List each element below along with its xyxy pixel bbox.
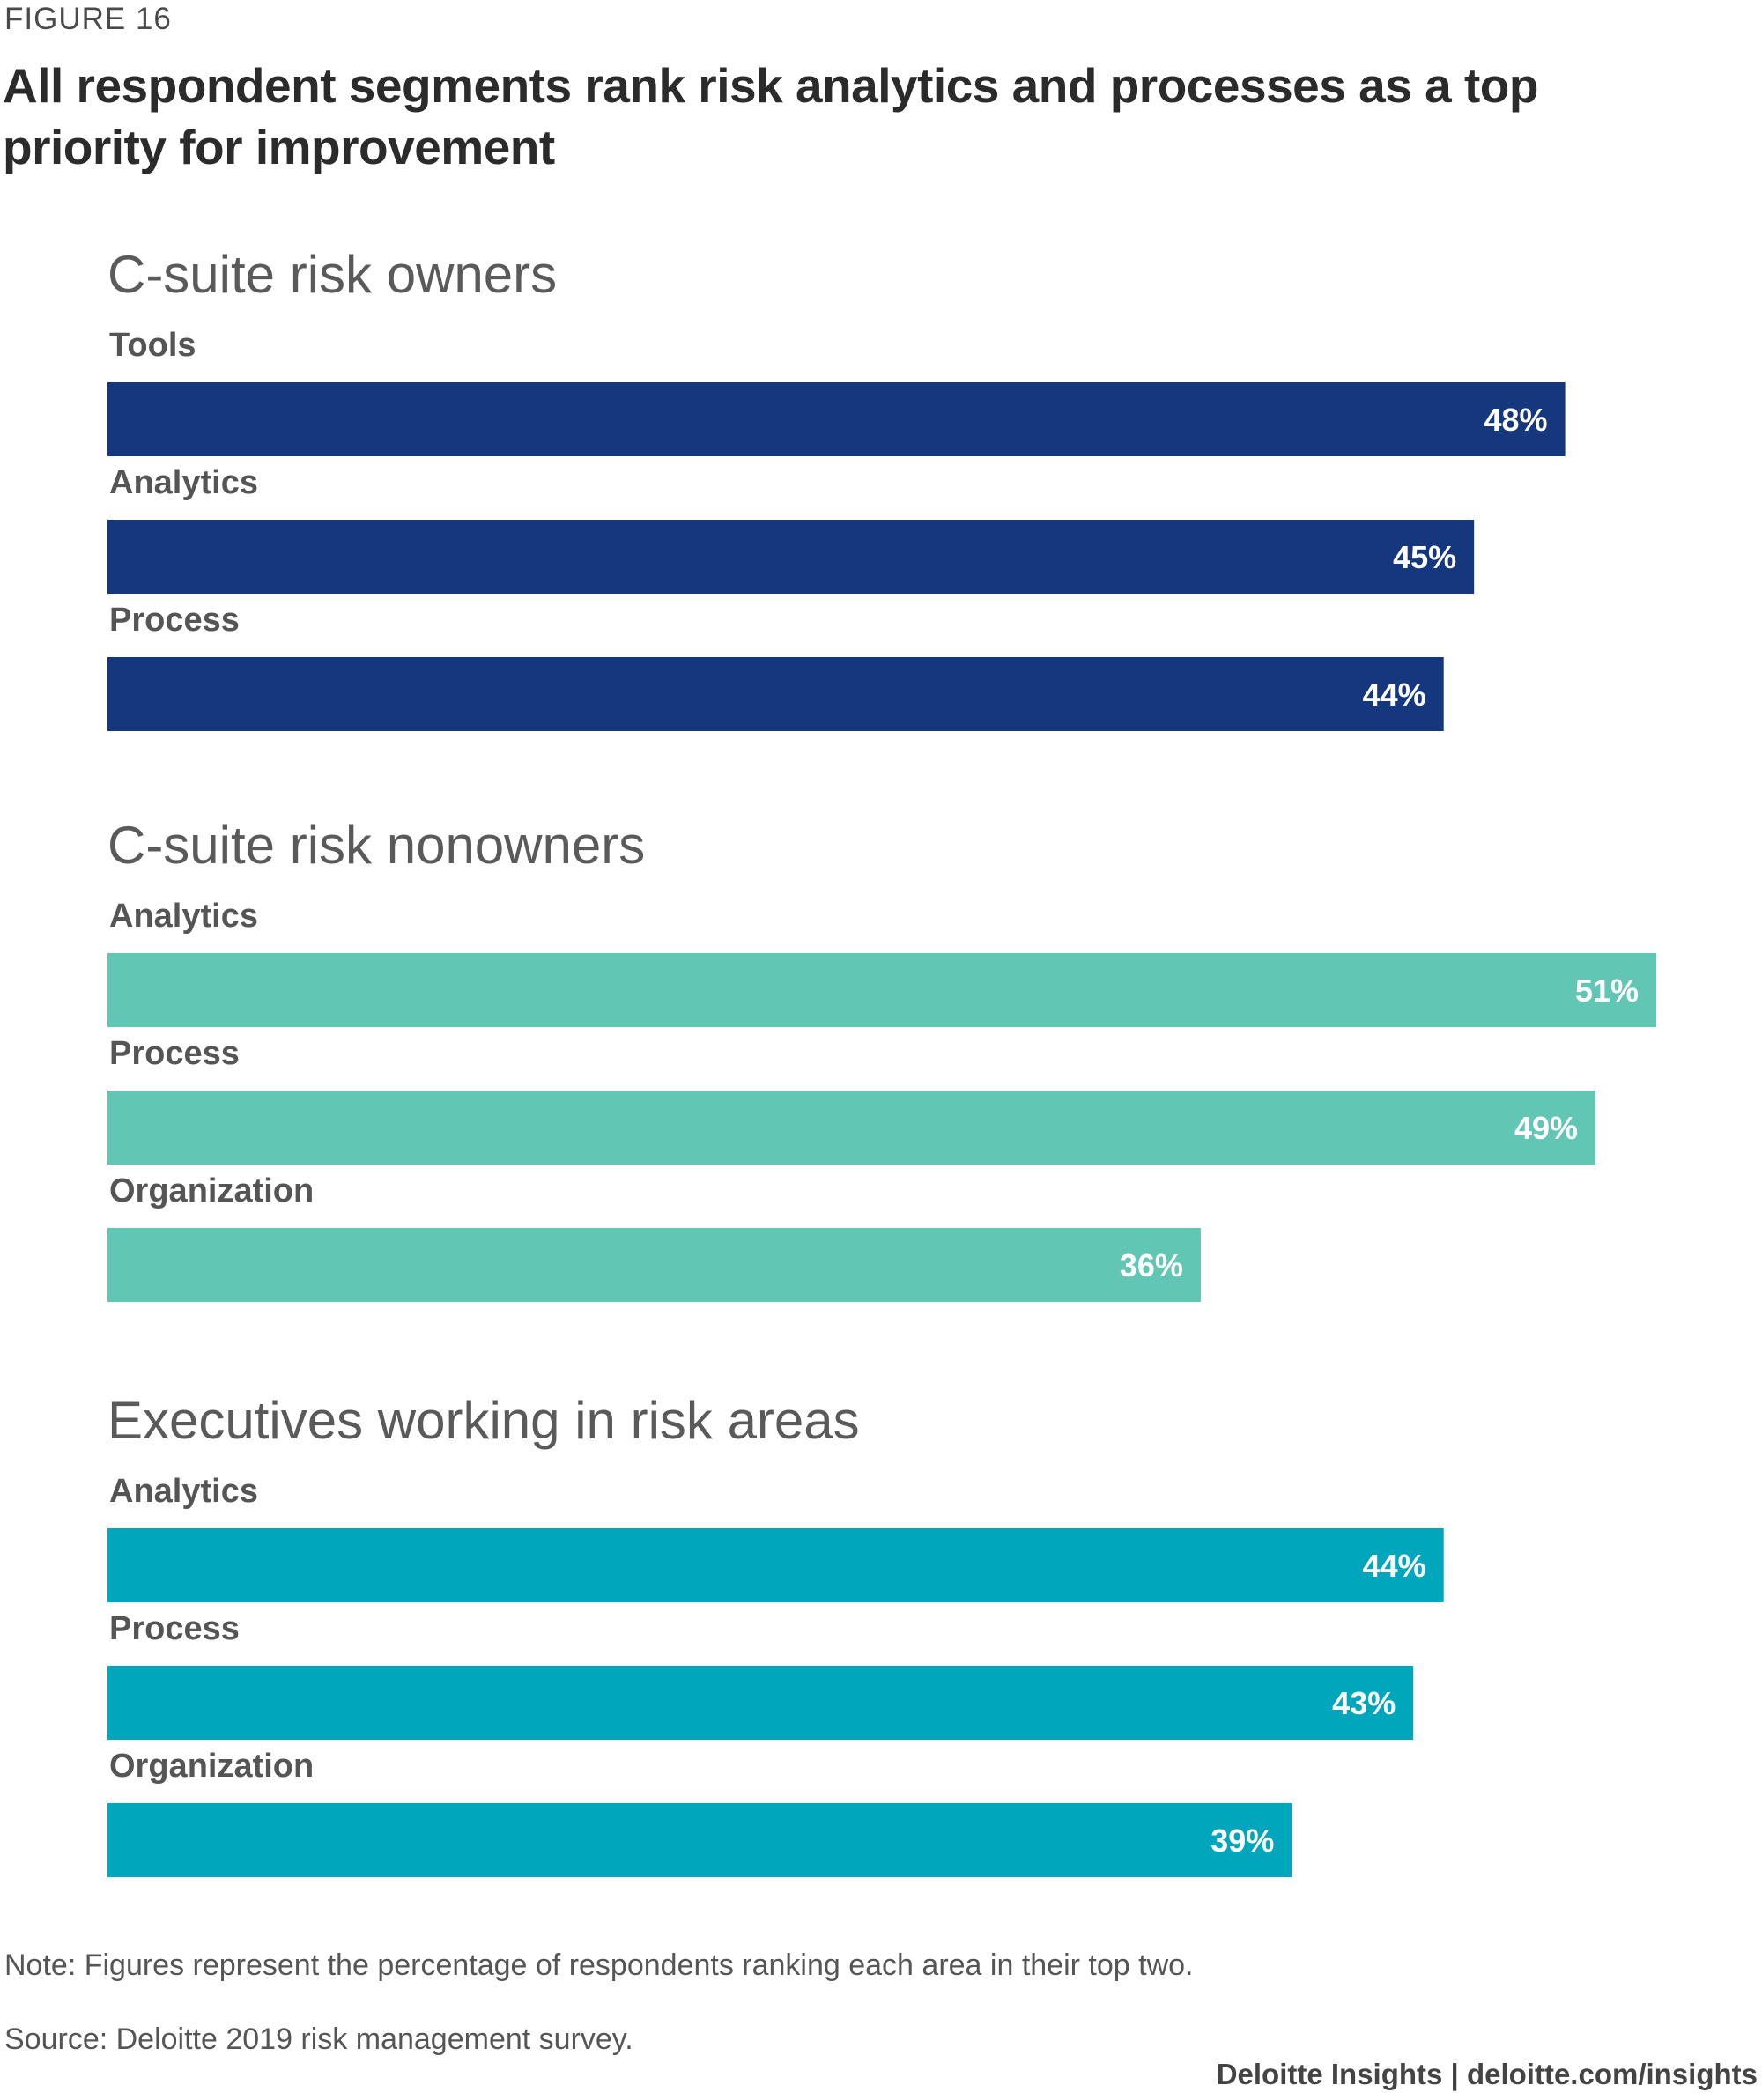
bar <box>107 520 1475 594</box>
bar-category-label: Process <box>109 1610 240 1647</box>
bar <box>107 1666 1414 1740</box>
bar-value-label: 36% <box>1120 1247 1183 1283</box>
bar-category-label: Analytics <box>109 464 258 501</box>
bar-category-label: Analytics <box>109 1473 258 1510</box>
bar-category-label: Process <box>109 1035 240 1072</box>
chart-source: Source: Deloitte 2019 risk management su… <box>4 2022 633 2056</box>
bar-category-label: Tools <box>109 327 196 364</box>
bar <box>107 657 1444 731</box>
bar-value-label: 45% <box>1393 539 1456 575</box>
bar-category-label: Analytics <box>109 898 258 935</box>
bar-value-label: 43% <box>1332 1685 1396 1721</box>
bar-category-label: Process <box>109 602 240 639</box>
bar-value-label: 44% <box>1363 677 1426 713</box>
bar-value-label: 51% <box>1575 972 1639 1009</box>
bar-value-label: 49% <box>1514 1110 1578 1146</box>
panel-title: Executives working in risk areas <box>107 1391 860 1450</box>
bar-value-label: 39% <box>1210 1823 1274 1859</box>
bar <box>107 953 1656 1027</box>
bar <box>107 382 1566 456</box>
bar-category-label: Organization <box>109 1748 314 1785</box>
bar-value-label: 48% <box>1484 402 1548 438</box>
bar-chart: C-suite risk owners Tools 48% Analytics 45% P… <box>107 245 1656 1877</box>
panel-title: C-suite risk owners <box>107 245 557 304</box>
chart-title: All respondent segments rank risk analyt… <box>3 58 1538 174</box>
bar <box>107 1091 1596 1165</box>
bar <box>107 1228 1201 1302</box>
figure-label: FIGURE 16 <box>4 2 172 36</box>
bar <box>107 1803 1292 1877</box>
bar <box>107 1528 1444 1602</box>
chart-note: Note: Figures represent the percentage o… <box>4 1948 1194 1982</box>
bar-category-label: Organization <box>109 1172 314 1209</box>
panel-title: C-suite risk nonowners <box>107 816 645 875</box>
bar-value-label: 44% <box>1363 1548 1426 1584</box>
footer-credit: Deloitte Insights | deloitte.com/insight… <box>1216 2058 1758 2090</box>
